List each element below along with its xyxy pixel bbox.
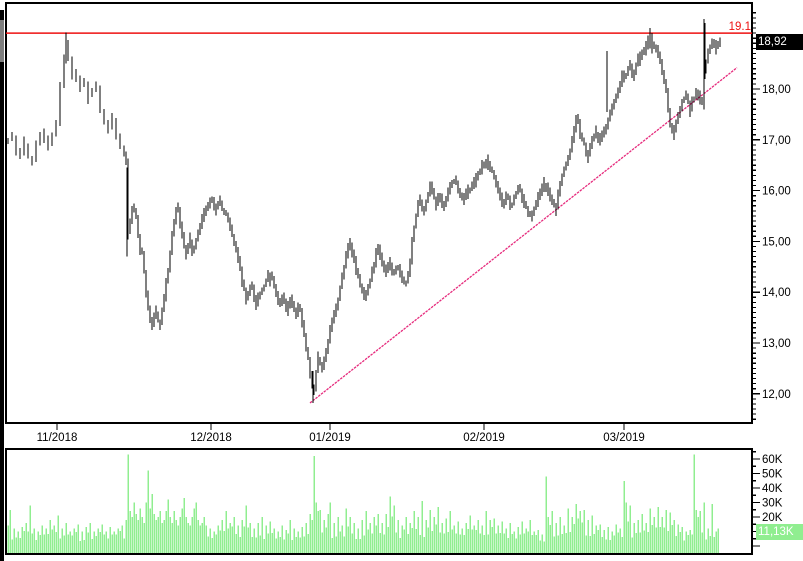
price-pane[interactable] [5,2,753,424]
price-axis-label: 16,00 [762,186,791,198]
price-axis-label: 17,00 [762,135,791,147]
trendline[interactable] [309,67,738,404]
price-axis-label: 14,00 [762,287,791,299]
window-left-edge-accent [0,20,4,62]
volume-axis-label: 20K [762,512,783,524]
x-axis-label: 11/2018 [37,432,78,444]
volume-axis-label: 60K [762,454,783,466]
volume-axis-label: 50K [762,469,783,481]
price-axis-label: 15,00 [762,236,791,248]
window-left-edge [0,10,4,561]
volume-axis-label: 30K [762,498,783,510]
x-axis-label: 02/2019 [463,432,505,444]
x-axis-label: 12/2018 [190,432,232,444]
price-axis-label: 13,00 [762,338,791,350]
x-axis-label: 01/2019 [309,432,351,444]
x-axis-label: 03/2019 [603,432,645,444]
last-volume-marker: 11,13K [756,524,803,540]
price-axis-label: 12,00 [762,389,791,401]
volume-axis-label: 40K [762,483,783,495]
resistance-price-label: 19.1 [728,21,751,33]
price-axis-label: 18,00 [762,84,791,96]
last-price-marker: 18,92 [756,34,803,50]
